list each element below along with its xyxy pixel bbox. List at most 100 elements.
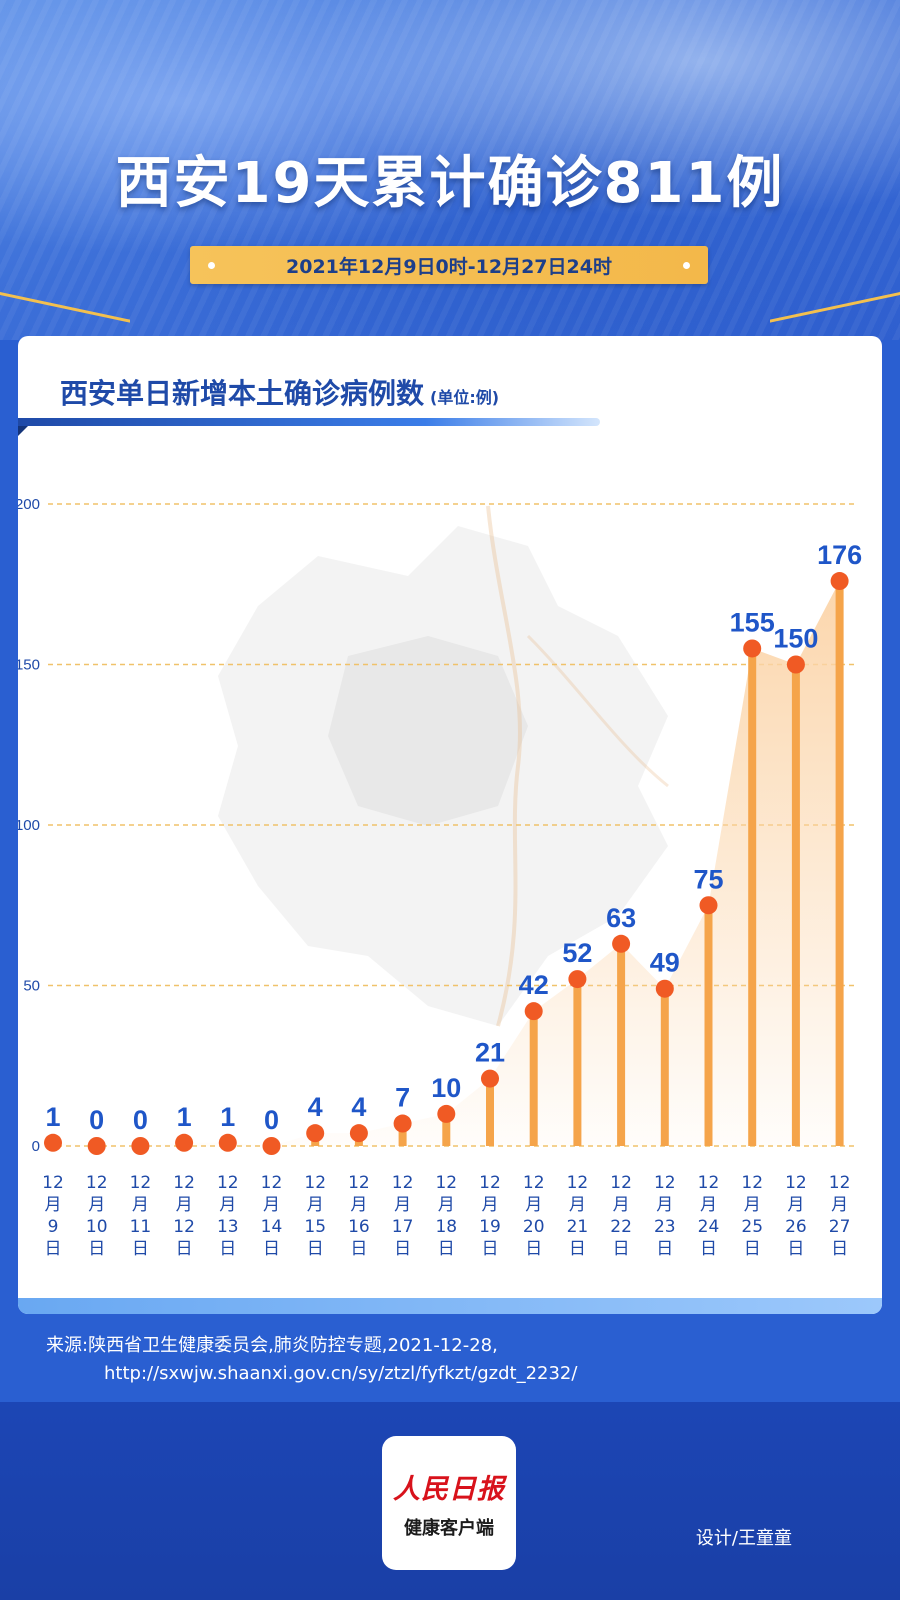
data-point (743, 639, 762, 658)
data-point (524, 1002, 543, 1021)
x-tick-label: 18 (435, 1217, 457, 1237)
x-tick-label: 12 (829, 1173, 851, 1193)
peoples-daily-logo: 人民日报 健康客户端 (382, 1436, 516, 1570)
x-tick-label: 日 (525, 1239, 542, 1259)
x-tick-label: 日 (45, 1239, 62, 1259)
chart-title: 西安单日新增本土确诊病例数 (单位:例) (60, 372, 499, 412)
y-tick-label: 200 (18, 496, 40, 513)
footer: 人民日报 健康客户端 设计/王童童 (0, 1402, 900, 1600)
data-point (481, 1069, 499, 1088)
bar (660, 988, 669, 1146)
x-tick-label: 日 (176, 1239, 193, 1259)
bar (748, 648, 757, 1146)
x-tick-label: 26 (785, 1217, 807, 1237)
x-tick-label: 12 (348, 1173, 370, 1193)
x-tick-label: 月 (45, 1195, 62, 1215)
x-tick-label: 月 (700, 1195, 717, 1215)
y-tick-label: 150 (18, 657, 40, 674)
x-tick-label: 12 (523, 1173, 545, 1193)
bar-chart: 050100150200112月9日012月10日012月11日112月12日1… (18, 496, 862, 1259)
x-tick-label: 13 (217, 1217, 239, 1237)
y-tick-label: 100 (18, 817, 40, 834)
x-tick-label: 月 (482, 1195, 499, 1215)
x-tick-label: 月 (263, 1195, 280, 1215)
x-tick-label: 19 (479, 1217, 501, 1237)
data-label: 1 (45, 1102, 60, 1132)
data-label: 21 (475, 1038, 505, 1068)
x-tick-label: 月 (525, 1195, 542, 1215)
x-tick-label: 12 (654, 1173, 676, 1193)
x-tick-label: 22 (610, 1217, 632, 1237)
dot-icon (208, 262, 215, 269)
data-point (393, 1114, 412, 1133)
bar (529, 1011, 538, 1146)
source-url: http://sxwjw.shaanxi.gov.cn/sy/ztzl/fyfk… (104, 1363, 578, 1384)
data-point (131, 1137, 150, 1155)
data-point (262, 1137, 281, 1155)
data-point (786, 655, 805, 674)
x-tick-label: 月 (744, 1195, 761, 1215)
x-tick-label: 12 (610, 1173, 632, 1193)
x-tick-label: 12 (479, 1173, 501, 1193)
data-label: 1 (177, 1102, 192, 1132)
x-tick-label: 16 (348, 1217, 370, 1237)
x-tick-label: 日 (569, 1239, 586, 1259)
data-label: 4 (351, 1092, 366, 1122)
x-tick-label: 月 (394, 1195, 411, 1215)
x-tick-label: 日 (787, 1239, 804, 1259)
data-label: 52 (562, 938, 592, 968)
x-tick-label: 日 (482, 1239, 499, 1259)
data-label: 10 (431, 1073, 461, 1103)
title-corner (18, 426, 28, 436)
x-tick-label: 月 (88, 1195, 105, 1215)
data-point (218, 1133, 237, 1152)
x-tick-label: 12 (217, 1173, 239, 1193)
dot-icon (683, 262, 690, 269)
data-point (437, 1104, 456, 1123)
data-point (306, 1124, 325, 1143)
x-tick-label: 月 (613, 1195, 630, 1215)
source-line-1: 来源:陕西省卫生健康委员会,肺炎防控专题,2021-12-28, (46, 1335, 498, 1356)
bar (442, 1113, 451, 1146)
data-point (830, 572, 849, 591)
x-tick-label: 12 (173, 1217, 195, 1237)
data-point (349, 1124, 368, 1143)
chart-unit: (单位:例) (430, 388, 500, 407)
x-tick-label: 月 (219, 1195, 236, 1215)
x-tick-label: 12 (173, 1173, 195, 1193)
data-label: 155 (730, 607, 775, 637)
area-fill (53, 581, 840, 1146)
data-label: 0 (89, 1105, 104, 1135)
x-tick-label: 12 (86, 1173, 108, 1193)
x-tick-label: 12 (42, 1173, 64, 1193)
data-label: 176 (817, 540, 862, 570)
x-tick-label: 月 (569, 1195, 586, 1215)
x-tick-label: 日 (656, 1239, 673, 1259)
bar (791, 664, 800, 1146)
x-tick-label: 12 (261, 1173, 283, 1193)
x-tick-label: 27 (829, 1217, 851, 1237)
x-tick-label: 14 (261, 1217, 283, 1237)
bar (835, 581, 844, 1146)
y-tick-label: 50 (23, 978, 40, 995)
data-label: 1 (220, 1102, 235, 1132)
x-tick-label: 9 (48, 1217, 59, 1237)
x-tick-label: 月 (831, 1195, 848, 1215)
x-tick-label: 17 (392, 1217, 414, 1237)
x-tick-label: 日 (700, 1239, 717, 1259)
x-tick-label: 日 (263, 1239, 280, 1259)
x-tick-label: 日 (350, 1239, 367, 1259)
x-tick-label: 12 (567, 1173, 589, 1193)
x-tick-label: 25 (741, 1217, 763, 1237)
x-tick-label: 月 (132, 1195, 149, 1215)
map-watermark-icon (218, 505, 669, 1027)
x-tick-label: 日 (307, 1239, 324, 1259)
x-tick-label: 12 (392, 1173, 414, 1193)
data-label: 150 (773, 624, 818, 654)
x-tick-label: 21 (567, 1217, 589, 1237)
hero-background (0, 0, 900, 340)
date-range-banner: 2021年12月9日0时-12月27日24时 (190, 246, 708, 284)
data-point (44, 1133, 62, 1152)
data-label: 0 (264, 1105, 279, 1135)
data-label: 0 (133, 1105, 148, 1135)
